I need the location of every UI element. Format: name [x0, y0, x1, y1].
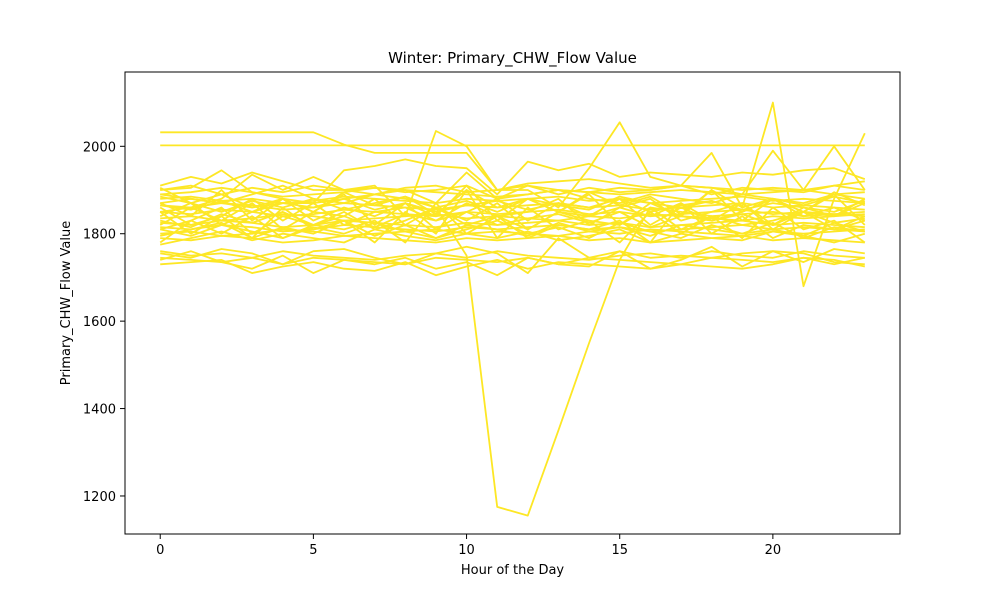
y-axis-label: Primary_CHW_Flow Value [59, 221, 74, 385]
series-line-26 [160, 171, 865, 205]
x-tick-label: 15 [611, 543, 628, 558]
series-line-32 [160, 210, 865, 229]
y-axis-ticks: 1200 1400 1600 1800 2000 [83, 140, 125, 505]
series-line-21 [160, 250, 865, 261]
x-axis-ticks: 0 5 10 15 20 [156, 534, 781, 558]
plot-frame [124, 71, 901, 535]
chart-title: Winter: Primary_CHW_Flow Value [388, 49, 637, 68]
series-layer [159, 101, 866, 517]
x-tick-label: 0 [156, 543, 164, 558]
x-tick-label: 5 [309, 543, 317, 558]
series-line-24 [159, 245, 865, 277]
y-tick-label: 1400 [83, 403, 116, 418]
series-line-36 [160, 221, 865, 240]
x-tick-label: 20 [765, 543, 782, 558]
series-line-31 [160, 184, 865, 196]
series-line-30 [160, 219, 866, 240]
series-line-9 [160, 202, 865, 211]
y-tick-label: 1200 [83, 490, 116, 505]
y-tick-label: 1600 [83, 315, 116, 330]
series-line-29 [159, 197, 866, 231]
series-line-33 [160, 228, 866, 246]
series-line-35 [160, 195, 865, 213]
series-line-4 [160, 158, 866, 205]
series-line-7 [160, 186, 865, 198]
x-tick-label: 10 [458, 543, 475, 558]
y-tick-label: 1800 [83, 228, 116, 243]
series-line-6 [159, 145, 866, 200]
series-line-27 [159, 206, 866, 235]
y-tick-label: 2000 [83, 140, 116, 155]
x-axis-label: Hour of the Day [461, 563, 565, 578]
series-line-15 [160, 234, 865, 244]
series-line-25 [160, 237, 865, 275]
